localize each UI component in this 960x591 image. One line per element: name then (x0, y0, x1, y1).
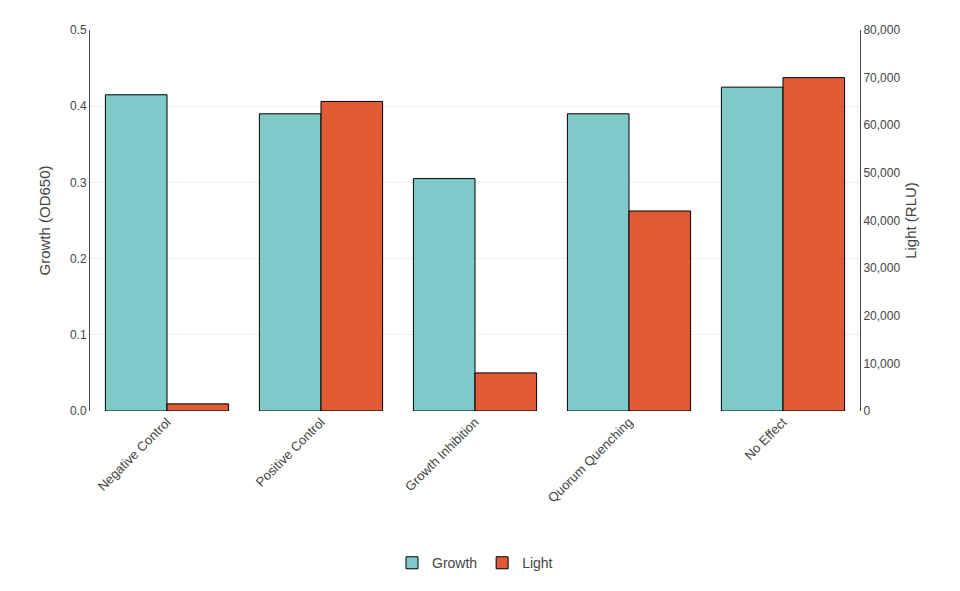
svg-text:10,000: 10,000 (863, 357, 900, 371)
svg-text:Negative Control: Negative Control (95, 415, 174, 494)
svg-text:Growth (OD650): Growth (OD650) (36, 165, 53, 275)
svg-text:Growth Inhibition: Growth Inhibition (402, 415, 482, 495)
svg-text:60,000: 60,000 (863, 118, 900, 132)
svg-text:0.3: 0.3 (70, 176, 87, 190)
svg-text:80,000: 80,000 (863, 23, 900, 37)
svg-text:No Effect: No Effect (741, 414, 790, 463)
svg-text:0.2: 0.2 (70, 252, 87, 266)
svg-text:Light: Light (522, 555, 552, 571)
svg-text:0: 0 (863, 404, 870, 418)
svg-text:Light (RLU): Light (RLU) (902, 182, 919, 259)
svg-text:50,000: 50,000 (863, 166, 900, 180)
svg-text:0.5: 0.5 (70, 23, 87, 37)
svg-text:40,000: 40,000 (863, 214, 900, 228)
svg-text:Growth: Growth (432, 555, 477, 571)
svg-text:Quorum Quenching: Quorum Quenching (545, 415, 636, 506)
svg-text:0.0: 0.0 (70, 404, 87, 418)
svg-text:Positive Control: Positive Control (253, 415, 328, 490)
svg-text:0.4: 0.4 (70, 99, 87, 113)
svg-text:20,000: 20,000 (863, 309, 900, 323)
svg-text:70,000: 70,000 (863, 71, 900, 85)
svg-text:30,000: 30,000 (863, 261, 900, 275)
svg-text:0.1: 0.1 (70, 328, 87, 342)
